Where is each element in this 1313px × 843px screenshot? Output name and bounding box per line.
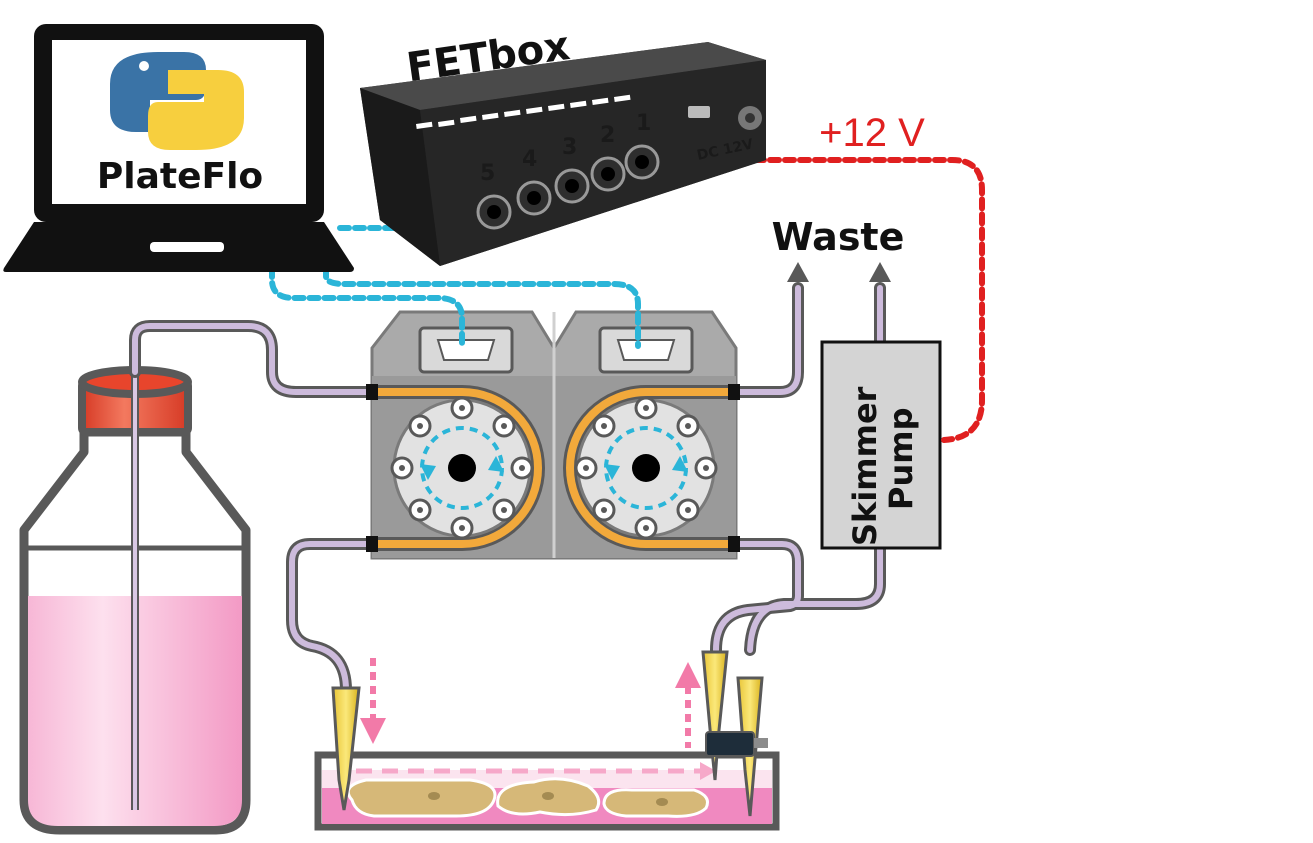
sensor-icon: [705, 731, 768, 757]
power-cable: [647, 157, 985, 443]
skimmer-label: Skimmer: [846, 386, 884, 546]
peristaltic-pump-pair: [366, 310, 740, 560]
tubing-network: [129, 282, 886, 696]
culture-plate: [314, 751, 780, 831]
inflow-arrow: [360, 658, 386, 744]
port-number-2: 2: [600, 123, 615, 148]
waste-label: Waste: [772, 215, 905, 259]
python-logo-icon: [110, 52, 244, 150]
port-number-1: 1: [636, 111, 651, 136]
waste-outlets: Waste: [772, 215, 905, 282]
pipette-tip-icon: [331, 650, 764, 817]
pump-label: Pump: [882, 408, 920, 510]
voltage-label: +12 V: [819, 111, 925, 155]
fetbox: 5 4 3 2 1 DC 12V FETbox: [360, 23, 766, 266]
laptop-icon: PlateFlo: [3, 24, 354, 272]
software-name: PlateFlo: [97, 156, 263, 197]
media-bottle: [19, 366, 251, 835]
skimmer-pump: Skimmer Pump: [820, 340, 942, 550]
port-number-4: 4: [522, 147, 537, 172]
vent-slots: [416, 94, 631, 129]
port-number-3: 3: [562, 135, 577, 160]
port-number-5: 5: [480, 161, 495, 186]
outflow-arrow: [675, 662, 701, 748]
db9-connector-icon: [418, 326, 694, 374]
